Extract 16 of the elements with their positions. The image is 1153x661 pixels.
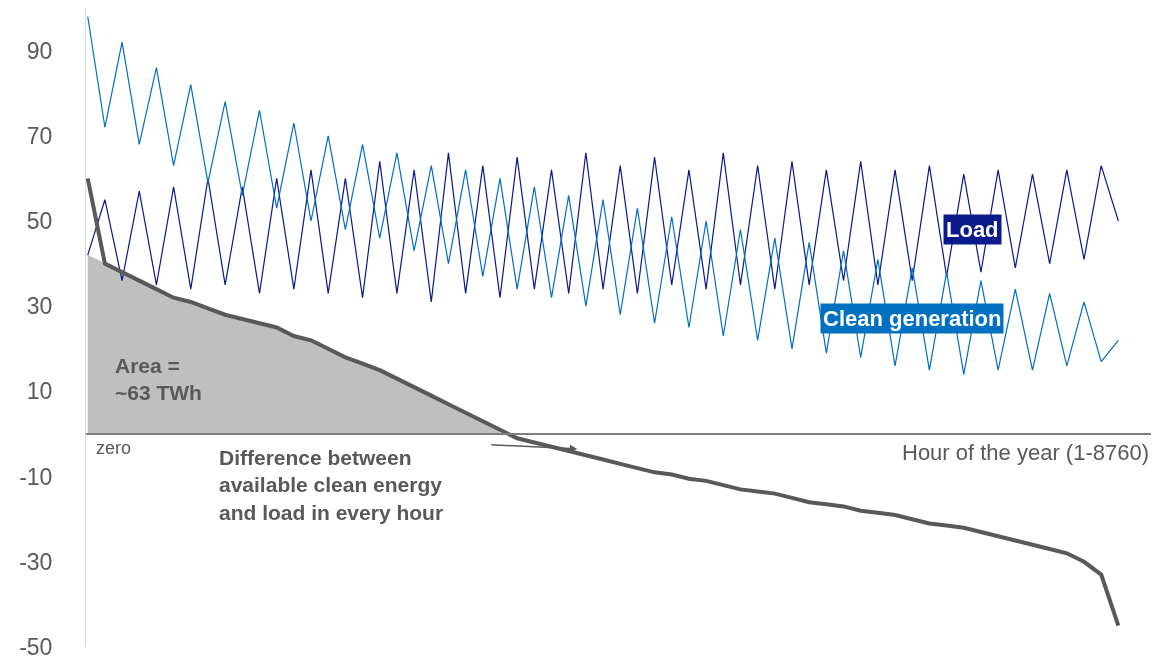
y-tick-label: 30	[26, 293, 53, 320]
series-label: Clean generation	[823, 306, 1002, 331]
series-label: Load	[946, 217, 999, 242]
annotation: Area = ~63 TWh	[115, 354, 202, 405]
y-tick-label: -30	[19, 548, 53, 575]
y-tick-label: 70	[26, 122, 53, 149]
annotation: Difference between available clean energy and load in every hour	[219, 446, 444, 524]
line-series	[87, 152, 1119, 303]
line-series	[87, 15, 1119, 375]
y-tick-label: 10	[26, 378, 53, 405]
ref-line-label: zero	[96, 438, 132, 458]
y-tick-label: 90	[26, 37, 53, 64]
y-tick-label: -10	[19, 463, 53, 490]
x-axis-title: Hour of the year (1-8760)	[902, 440, 1150, 465]
y-tick-label: -50	[19, 634, 53, 661]
y-tick-label: 50	[26, 208, 53, 235]
